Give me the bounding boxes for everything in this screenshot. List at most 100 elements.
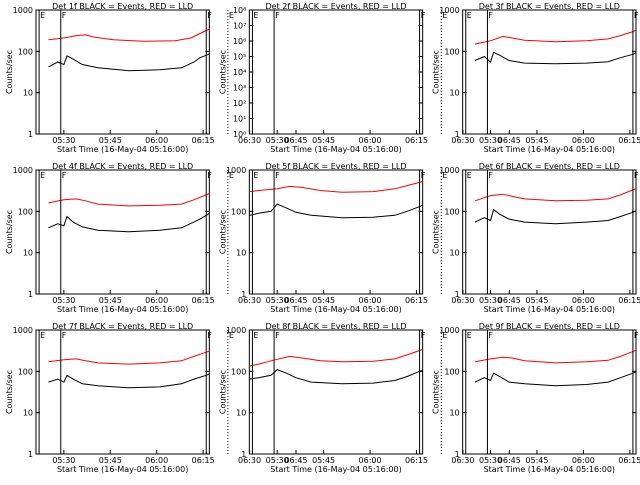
plot-frame bbox=[248, 329, 424, 455]
panel-det-2: Det 2f BLACK = Events, RED = LLD10⁰10¹10… bbox=[218, 2, 521, 154]
series-lld bbox=[249, 348, 423, 367]
y-tick-label: 1000 bbox=[13, 166, 33, 175]
chart-title: Det 7f BLACK = Events, RED = LLD bbox=[52, 322, 193, 331]
x-tick-label: 06:15 bbox=[192, 136, 215, 145]
chart-title: Det 4f BLACK = Events, RED = LLD bbox=[52, 162, 193, 171]
x-axis-label: Start Time (16-May-04 05:16:00) bbox=[484, 465, 615, 474]
marker-label: F bbox=[62, 331, 67, 340]
x-tick-label: 06:00 bbox=[359, 296, 382, 305]
x-tick-label: 06:45 bbox=[284, 136, 307, 145]
x-tick-label: 06:15 bbox=[618, 136, 640, 145]
chart-title: Det 6f BLACK = Events, RED = LLD bbox=[479, 162, 620, 171]
plot-frame bbox=[462, 329, 637, 455]
marker-label: F bbox=[634, 171, 639, 180]
y-tick-label: 1 bbox=[28, 290, 33, 299]
y-axis-label: Counts/sec bbox=[218, 50, 227, 94]
y-tick-label: 100 bbox=[444, 47, 459, 56]
y-tick-label: 1000 bbox=[439, 166, 459, 175]
x-tick-label: 06:00 bbox=[572, 456, 595, 465]
y-tick-label: 100 bbox=[18, 47, 33, 56]
series-events bbox=[48, 53, 210, 72]
x-tick-label: 05:30 bbox=[52, 456, 75, 465]
marker-label: F bbox=[488, 331, 493, 340]
y-tick-label: 10⁰ bbox=[233, 130, 246, 139]
chart-title: Det 9f BLACK = Events, RED = LLD bbox=[479, 322, 620, 331]
y-axis-label: Counts/sec bbox=[432, 370, 441, 414]
y-axis-label: Counts/sec bbox=[218, 210, 227, 254]
marker-label: F bbox=[488, 171, 493, 180]
x-tick-label: 06:15 bbox=[405, 136, 428, 145]
y-axis-label: Counts/sec bbox=[5, 370, 14, 414]
x-tick-label: 05:45 bbox=[312, 456, 335, 465]
x-tick-label: 05:30 bbox=[479, 456, 502, 465]
y-tick-label: 1 bbox=[455, 450, 460, 459]
series-events bbox=[474, 51, 636, 65]
y-tick-label: 10 bbox=[449, 409, 459, 418]
x-tick-label: 06:00 bbox=[572, 296, 595, 305]
marker-label: E bbox=[442, 331, 447, 340]
panel-det-7: Det 7f BLACK = Events, RED = LLD11010010… bbox=[5, 322, 308, 474]
x-tick-label: 05:30 bbox=[52, 136, 75, 145]
y-tick-label: 10 bbox=[236, 409, 246, 418]
x-tick-label: 06:00 bbox=[145, 296, 168, 305]
y-tick-label: 1000 bbox=[439, 6, 459, 15]
y-tick-label: 10⁷ bbox=[233, 22, 246, 31]
x-axis-label: Start Time (16-May-04 05:16:00) bbox=[484, 305, 615, 314]
x-tick-label: 05:30 bbox=[479, 296, 502, 305]
y-tick-label: 1000 bbox=[439, 326, 459, 335]
x-tick-label: 06:00 bbox=[359, 136, 382, 145]
y-tick-label: 1000 bbox=[13, 326, 33, 335]
x-tick-label: 06:00 bbox=[572, 136, 595, 145]
y-tick-label: 10 bbox=[236, 249, 246, 258]
chart-title: Det 5f BLACK = Events, RED = LLD bbox=[265, 162, 406, 171]
y-tick-label: 100 bbox=[18, 207, 33, 216]
series-events bbox=[48, 373, 210, 389]
x-tick-label: 06:15 bbox=[192, 296, 215, 305]
y-tick-label: 10¹ bbox=[233, 115, 246, 124]
y-tick-label: 10⁴ bbox=[233, 68, 246, 77]
chart-title: Det 8f BLACK = Events, RED = LLD bbox=[265, 322, 406, 331]
marker-label: E bbox=[40, 11, 45, 20]
x-tick-label: 06:00 bbox=[145, 456, 168, 465]
series-lld bbox=[474, 29, 636, 45]
plot-frame bbox=[35, 169, 210, 295]
x-tick-label: 06:45 bbox=[284, 296, 307, 305]
series-events bbox=[474, 371, 636, 387]
x-tick-label: 05:30 bbox=[479, 136, 502, 145]
y-tick-label: 10 bbox=[449, 249, 459, 258]
marker-label: F bbox=[488, 11, 493, 20]
y-tick-label: 1 bbox=[28, 450, 33, 459]
y-tick-label: 100 bbox=[231, 207, 246, 216]
x-tick-label: 06:30 bbox=[238, 456, 261, 465]
marker-label: F bbox=[207, 331, 212, 340]
panel-det-9: Det 9f BLACK = Events, RED = LLD 1 10 100 10… bbox=[432, 322, 640, 474]
plot-frame bbox=[248, 169, 424, 295]
x-tick-label: 05:30 bbox=[52, 296, 75, 305]
marker-label: E bbox=[40, 171, 45, 180]
x-axis-label: Start Time (16-May-04 05:16:00) bbox=[57, 305, 188, 314]
panel-det-3: Det 3f BLACK = Events, RED = LLD 1 10 100 10… bbox=[432, 2, 640, 154]
marker-label: E bbox=[229, 171, 234, 180]
x-tick-label: 06:15 bbox=[618, 456, 640, 465]
plot-frame bbox=[35, 9, 210, 135]
marker-label: E bbox=[467, 331, 472, 340]
y-axis-label: Counts/sec bbox=[5, 210, 14, 254]
marker-label: F bbox=[634, 11, 639, 20]
y-tick-label: 1000 bbox=[226, 166, 246, 175]
marker-label: E bbox=[467, 171, 472, 180]
marker-label: E bbox=[442, 171, 447, 180]
y-tick-label: 10 bbox=[449, 89, 459, 98]
y-tick-label: 100 bbox=[444, 367, 459, 376]
marker-label: F bbox=[62, 11, 67, 20]
chart-title: Det 1f BLACK = Events, RED = LLD bbox=[52, 2, 193, 11]
x-axis-label: Start Time (16-May-04 05:16:00) bbox=[270, 145, 401, 154]
x-tick-label: 06:30 bbox=[451, 456, 474, 465]
marker-label: F bbox=[421, 331, 426, 340]
x-tick-label: 06:45 bbox=[498, 296, 521, 305]
plot-frame bbox=[248, 9, 424, 135]
x-tick-label: 05:45 bbox=[99, 456, 122, 465]
series-events bbox=[249, 203, 423, 219]
y-tick-label: 10² bbox=[233, 99, 246, 108]
panel-det-5: Det 5f BLACK = Events, RED = LLD11010010… bbox=[218, 162, 521, 314]
